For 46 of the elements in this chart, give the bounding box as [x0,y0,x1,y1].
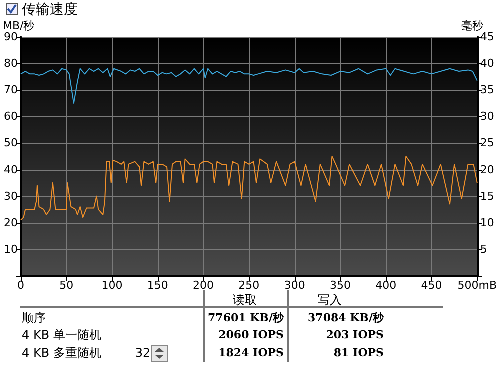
text: 4 KB 多重随机 [22,346,102,360]
x-tick-label: 400 [376,279,397,292]
y2-tick-label: 25 [480,136,494,150]
text: 77601 KB/秒 [208,312,285,324]
y2-tick-label: 20 [480,163,494,176]
y-tick-label: 80 [4,57,18,70]
text: 2060 IOPS [218,328,284,342]
x-tick-label: 300 [284,279,306,292]
y-tick-label: 70 [4,84,18,97]
line-series [20,68,478,104]
x-tick-label: 0 [18,279,24,292]
text: 传输速度 [22,2,78,18]
line-series [20,156,478,221]
y-tick-label: 20 [4,216,18,230]
text: 1824 IOPS [218,346,284,360]
y2-tick-label: 35 [480,84,494,97]
x-tick-label: 100 [102,279,123,292]
y2-tick-label: 5 [480,242,488,256]
x-tick-label: 250 [238,279,260,292]
y-tick-label: 10 [4,242,18,256]
x-tick-label: 350 [330,279,351,292]
y-tick-label: 50 [4,136,18,150]
y-axis-title: MB/秒 [3,20,35,33]
x-tick-label: 200 [193,279,214,292]
text: 读取 [233,293,257,307]
y-tick-label: 40 [4,163,18,176]
text: 203 IOPS [326,328,384,342]
y2-tick-label: 40 [480,57,494,70]
x-tick-label: 450 [421,279,442,292]
text: 37084 KB/秒 [308,312,385,324]
y-tick-label: 60 [4,110,18,124]
y2-tick-label: 30 [480,110,494,124]
text: 32 [135,346,151,360]
x-tick-label: 50 [60,279,74,292]
y-tick-label: 90 [4,30,18,44]
x-tick-label: 150 [147,279,168,292]
y2-tick-label: 10 [480,216,494,230]
y2-tick-label: 45 [480,30,494,44]
text: 写入 [318,293,342,307]
text: 81 IOPS [334,346,384,360]
y2-tick-label: 15 [480,190,494,203]
x-tick-label: 500mB [458,279,498,292]
text: 顺序 [22,311,46,325]
text: 4 KB 单一随机 [22,328,102,342]
y2-axis-title: 毫秒 [461,20,484,33]
y-tick-label: 30 [4,190,18,203]
